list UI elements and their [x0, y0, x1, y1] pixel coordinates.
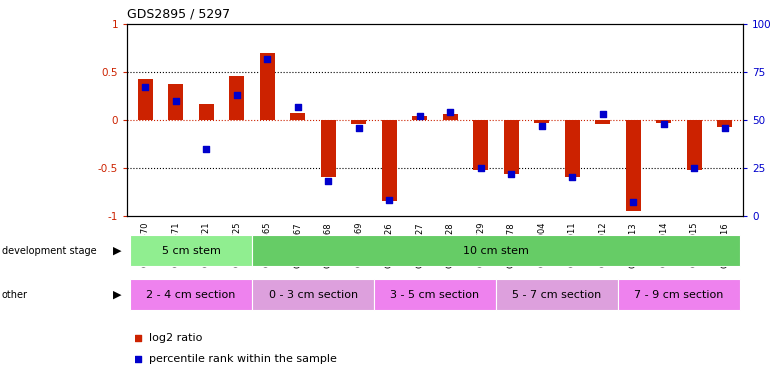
- Text: log2 ratio: log2 ratio: [149, 333, 202, 343]
- Bar: [496, 279, 618, 310]
- Bar: [259, 53, 275, 120]
- Point: [658, 121, 670, 127]
- Bar: [138, 79, 153, 120]
- Text: 10 cm stem: 10 cm stem: [463, 246, 529, 256]
- Bar: [595, 120, 611, 124]
- Text: 5 - 7 cm section: 5 - 7 cm section: [512, 290, 601, 300]
- Point: [597, 111, 609, 117]
- Text: 5 cm stem: 5 cm stem: [162, 246, 220, 256]
- Bar: [320, 120, 336, 177]
- Bar: [564, 120, 580, 177]
- Bar: [252, 236, 740, 266]
- Point: [353, 124, 365, 130]
- Point: [505, 171, 517, 177]
- Point: [688, 165, 701, 171]
- Point: [566, 174, 578, 180]
- Point: [172, 260, 184, 266]
- Text: ▶: ▶: [113, 290, 122, 300]
- Bar: [168, 84, 183, 120]
- Point: [718, 124, 731, 130]
- Bar: [534, 120, 550, 123]
- Bar: [618, 279, 740, 310]
- Text: 3 - 5 cm section: 3 - 5 cm section: [390, 290, 480, 300]
- Point: [322, 178, 334, 184]
- Point: [169, 98, 182, 104]
- Bar: [229, 76, 244, 120]
- Text: percentile rank within the sample: percentile rank within the sample: [149, 354, 336, 363]
- Point: [172, 76, 184, 82]
- Point: [383, 197, 396, 203]
- Bar: [504, 120, 519, 174]
- Bar: [374, 279, 496, 310]
- Text: 0 - 3 cm section: 0 - 3 cm section: [269, 290, 357, 300]
- Bar: [656, 120, 671, 123]
- Bar: [717, 120, 732, 127]
- Bar: [351, 120, 367, 124]
- Bar: [474, 120, 488, 170]
- Bar: [130, 279, 252, 310]
- Bar: [687, 120, 702, 170]
- Text: 2 - 4 cm section: 2 - 4 cm section: [146, 290, 236, 300]
- Bar: [626, 120, 641, 211]
- Text: other: other: [2, 290, 28, 300]
- Text: GDS2895 / 5297: GDS2895 / 5297: [127, 8, 230, 21]
- Bar: [199, 104, 214, 120]
- Point: [413, 113, 426, 119]
- Point: [200, 146, 213, 152]
- Point: [231, 92, 243, 98]
- Point: [292, 104, 304, 110]
- Point: [139, 84, 152, 90]
- Text: ▶: ▶: [113, 246, 122, 256]
- Bar: [290, 113, 306, 120]
- Text: 7 - 9 cm section: 7 - 9 cm section: [634, 290, 724, 300]
- Bar: [443, 114, 458, 120]
- Point: [474, 165, 487, 171]
- Bar: [130, 236, 252, 266]
- Text: development stage: development stage: [2, 246, 96, 256]
- Bar: [252, 279, 374, 310]
- Point: [444, 110, 457, 116]
- Point: [261, 56, 273, 62]
- Bar: [382, 120, 397, 201]
- Point: [536, 123, 548, 129]
- Bar: [412, 116, 427, 120]
- Point: [627, 199, 639, 205]
